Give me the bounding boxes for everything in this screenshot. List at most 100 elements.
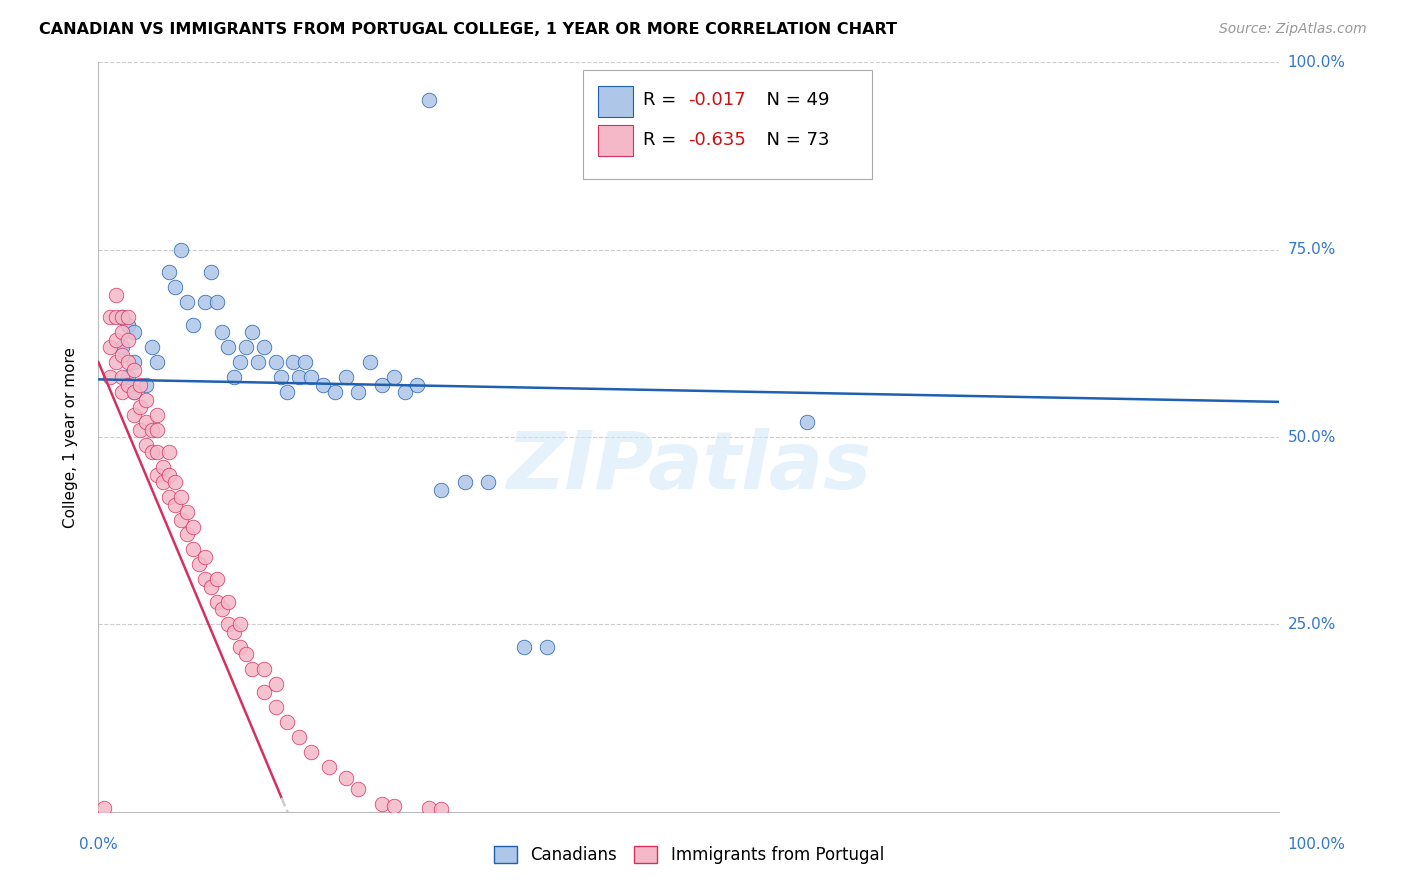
Point — [312, 377, 335, 392]
Point — [264, 355, 287, 369]
Point — [276, 385, 298, 400]
Point — [288, 370, 311, 384]
Text: N = 49: N = 49 — [755, 91, 830, 109]
Point — [122, 408, 145, 422]
Point — [135, 377, 157, 392]
Point — [229, 640, 252, 654]
Point — [111, 340, 134, 354]
FancyBboxPatch shape — [598, 86, 634, 117]
Point — [122, 325, 145, 339]
Point — [117, 355, 139, 369]
Text: R =: R = — [643, 130, 682, 149]
Text: -0.017: -0.017 — [688, 91, 745, 109]
Point — [176, 505, 198, 519]
Point — [796, 415, 818, 429]
Point — [141, 445, 163, 459]
Point — [165, 475, 187, 489]
Point — [105, 355, 128, 369]
Point — [240, 325, 263, 339]
Text: 25.0%: 25.0% — [1288, 617, 1336, 632]
Point — [105, 287, 128, 301]
Point — [318, 760, 340, 774]
Point — [157, 490, 180, 504]
Point — [359, 355, 381, 369]
Point — [382, 798, 405, 813]
Point — [157, 265, 180, 279]
Point — [187, 558, 209, 572]
Text: 50.0%: 50.0% — [1288, 430, 1336, 444]
Point — [128, 377, 150, 392]
Point — [211, 602, 233, 616]
Point — [135, 415, 157, 429]
Point — [205, 595, 228, 609]
Point — [157, 467, 180, 482]
Point — [371, 377, 394, 392]
Point — [394, 385, 416, 400]
Point — [299, 370, 322, 384]
Point — [157, 445, 180, 459]
Point — [135, 392, 157, 407]
Point — [477, 475, 499, 489]
Point — [117, 333, 139, 347]
Point — [283, 355, 305, 369]
Point — [105, 333, 128, 347]
FancyBboxPatch shape — [582, 70, 872, 178]
Point — [170, 490, 193, 504]
Point — [170, 512, 193, 526]
Point — [224, 370, 246, 384]
Text: Source: ZipAtlas.com: Source: ZipAtlas.com — [1219, 22, 1367, 37]
Text: 100.0%: 100.0% — [1288, 837, 1346, 852]
Point — [224, 624, 246, 639]
Point — [235, 340, 257, 354]
Text: CANADIAN VS IMMIGRANTS FROM PORTUGAL COLLEGE, 1 YEAR OR MORE CORRELATION CHART: CANADIAN VS IMMIGRANTS FROM PORTUGAL COL… — [39, 22, 897, 37]
Point — [335, 370, 357, 384]
Point — [181, 318, 204, 332]
Point — [98, 340, 121, 354]
Point — [406, 377, 429, 392]
Point — [270, 370, 292, 384]
Point — [141, 340, 163, 354]
Point — [264, 677, 287, 691]
Point — [111, 370, 134, 384]
Point — [246, 355, 269, 369]
Point — [117, 377, 139, 392]
Point — [111, 310, 134, 325]
Point — [200, 580, 222, 594]
Point — [235, 648, 257, 662]
Point — [512, 640, 534, 654]
Point — [276, 714, 298, 729]
Point — [194, 295, 217, 310]
Point — [111, 310, 134, 325]
Text: ZIPatlas: ZIPatlas — [506, 428, 872, 506]
Point — [288, 730, 311, 744]
Text: 100.0%: 100.0% — [1288, 55, 1346, 70]
Point — [117, 370, 139, 384]
Point — [141, 423, 163, 437]
Point — [371, 797, 394, 812]
Point — [128, 423, 150, 437]
Point — [194, 573, 217, 587]
Point — [299, 745, 322, 759]
Point — [111, 325, 134, 339]
Point — [294, 355, 316, 369]
Point — [253, 685, 276, 699]
Point — [217, 617, 239, 632]
Point — [176, 527, 198, 541]
Point — [200, 265, 222, 279]
Point — [418, 801, 440, 815]
Point — [146, 467, 169, 482]
Legend: Canadians, Immigrants from Portugal: Canadians, Immigrants from Portugal — [488, 839, 890, 871]
Point — [111, 348, 134, 362]
Point — [146, 445, 169, 459]
Point — [111, 385, 134, 400]
Point — [253, 340, 276, 354]
Point — [205, 295, 228, 310]
Point — [240, 662, 263, 676]
Point — [176, 295, 198, 310]
Point — [335, 771, 357, 785]
Point — [181, 520, 204, 534]
Point — [229, 355, 252, 369]
Point — [217, 595, 239, 609]
Point — [347, 385, 370, 400]
Text: -0.635: -0.635 — [688, 130, 745, 149]
